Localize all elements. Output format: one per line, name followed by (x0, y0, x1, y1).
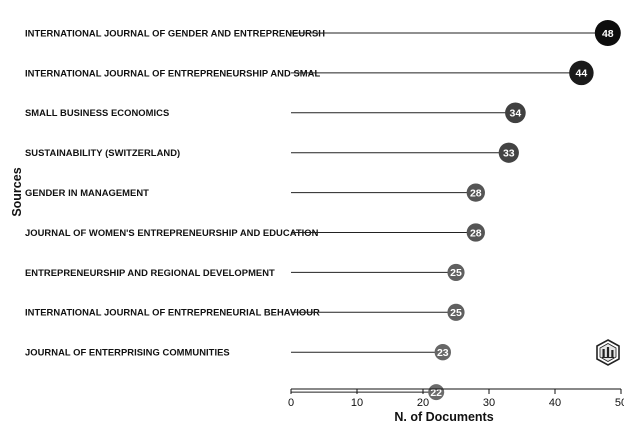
source-label: JOURNAL OF WOMEN'S ENTREPRENEURSHIP AND … (25, 227, 319, 238)
value-label: 33 (503, 148, 515, 160)
x-tick-label: 40 (549, 397, 561, 409)
lollipop-stems (291, 32, 608, 393)
source-label: INTERNATIONAL JOURNAL OF ENTREPRENEURSHI… (25, 67, 320, 78)
lollipop-marker (466, 223, 485, 242)
lollipop-marker (505, 102, 526, 124)
source-label: INTERNATIONAL JOURNAL OF ENTREPRENEURIAL… (25, 307, 320, 318)
lollipop-markers: 48 44 34 33 28 28 25 25 23 22 (428, 20, 621, 401)
source-label: SUSTAINABILITY (SWITZERLAND) (25, 147, 180, 158)
lollipop-marker (434, 344, 451, 361)
value-label: 25 (450, 307, 462, 319)
x-axis-title: N. of Documents (394, 410, 493, 424)
lollipop-marker (594, 20, 621, 46)
library-logo-icon (596, 339, 620, 366)
source-label: INTERNATIONAL JOURNAL OF GENDER AND ENTR… (25, 27, 325, 38)
value-label: 48 (602, 28, 614, 40)
x-axis: 0 10 20 30 40 50 (288, 388, 624, 409)
x-tick-label: 50 (615, 397, 624, 409)
value-label: 34 (510, 108, 522, 120)
value-label: 22 (430, 387, 442, 399)
source-labels: INTERNATIONAL JOURNAL OF GENDER AND ENTR… (25, 27, 325, 357)
x-axis-ticks: 0 10 20 30 40 50 (288, 389, 624, 409)
y-axis-title: Sources (10, 167, 24, 216)
source-label: GENDER IN MANAGEMENT (25, 187, 149, 198)
source-label: JOURNAL OF ENTERPRISING COMMUNITIES (25, 347, 230, 358)
lollipop-marker (466, 183, 485, 202)
lollipop-marker (428, 384, 445, 401)
lollipop-marker (498, 142, 519, 163)
lollipop-marker (569, 60, 594, 86)
value-label: 28 (470, 187, 482, 199)
x-tick-label: 20 (417, 397, 429, 409)
value-label: 28 (470, 227, 482, 239)
source-label: ENTREPRENEURSHIP AND REGIONAL DEVELOPMEN… (25, 267, 275, 278)
value-label: 44 (576, 68, 588, 80)
source-label: SMALL BUSINESS ECONOMICS (25, 107, 169, 118)
x-tick-label: 30 (483, 397, 495, 409)
x-tick-label: 0 (288, 397, 294, 409)
value-label: 25 (450, 267, 462, 279)
lollipop-marker (447, 303, 465, 321)
x-tick-label: 10 (351, 397, 363, 409)
lollipop-marker (447, 263, 465, 281)
value-label: 23 (437, 347, 449, 359)
